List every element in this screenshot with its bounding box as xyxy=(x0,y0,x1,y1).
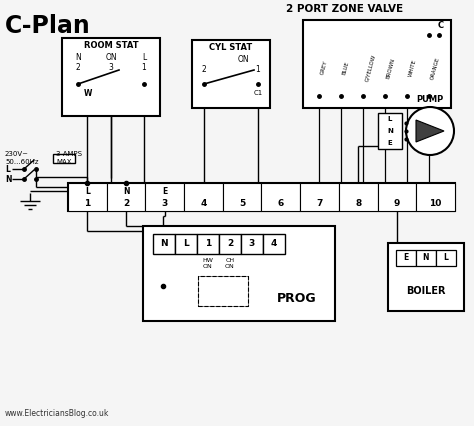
Bar xyxy=(303,20,451,108)
Text: E: E xyxy=(388,140,392,146)
Bar xyxy=(68,183,107,211)
Bar xyxy=(378,183,416,211)
Bar xyxy=(388,243,464,311)
Bar xyxy=(300,183,339,211)
Text: L: L xyxy=(85,187,90,196)
Text: C-Plan: C-Plan xyxy=(5,14,91,38)
Text: 2: 2 xyxy=(201,66,206,75)
Text: G/YELLOW: G/YELLOW xyxy=(364,54,376,82)
Text: 6: 6 xyxy=(278,199,284,208)
Bar xyxy=(241,234,263,254)
Text: 2 PORT ZONE VALVE: 2 PORT ZONE VALVE xyxy=(286,4,403,14)
Bar xyxy=(62,38,160,116)
Text: N: N xyxy=(423,253,429,262)
Bar xyxy=(339,183,378,211)
Bar xyxy=(198,276,248,306)
Text: 10: 10 xyxy=(429,199,442,208)
Circle shape xyxy=(406,107,454,155)
Bar xyxy=(223,183,262,211)
Text: 2: 2 xyxy=(227,239,233,248)
Text: E: E xyxy=(403,253,409,262)
Text: N: N xyxy=(160,239,168,248)
Bar xyxy=(378,113,402,149)
Text: GREY: GREY xyxy=(320,60,328,76)
Text: L: L xyxy=(5,164,10,173)
Text: www.ElectriciansBlog.co.uk: www.ElectriciansBlog.co.uk xyxy=(5,409,109,418)
Text: BLUE: BLUE xyxy=(342,61,350,75)
Bar xyxy=(219,234,241,254)
Text: 3: 3 xyxy=(249,239,255,248)
Text: PUMP: PUMP xyxy=(416,95,444,104)
Text: 7: 7 xyxy=(316,199,323,208)
Bar xyxy=(416,250,436,266)
Text: ON: ON xyxy=(225,265,235,270)
Bar xyxy=(107,183,146,211)
Text: 4: 4 xyxy=(200,199,207,208)
Text: ON: ON xyxy=(237,55,249,64)
Bar xyxy=(416,183,455,211)
Text: 9: 9 xyxy=(394,199,400,208)
Text: L: L xyxy=(444,253,448,262)
Text: W: W xyxy=(84,89,92,98)
Bar xyxy=(146,183,184,211)
Text: 1: 1 xyxy=(255,66,260,75)
Bar xyxy=(153,234,175,254)
Text: L: L xyxy=(142,54,146,63)
Text: 2: 2 xyxy=(123,199,129,208)
Text: 1: 1 xyxy=(142,63,146,72)
Text: C1: C1 xyxy=(254,90,263,96)
Bar xyxy=(68,183,455,211)
Text: 1: 1 xyxy=(84,199,91,208)
Text: N: N xyxy=(75,54,81,63)
Text: ROOM STAT: ROOM STAT xyxy=(84,41,138,51)
Text: PROG: PROG xyxy=(277,293,317,305)
Text: CYL STAT: CYL STAT xyxy=(210,43,253,52)
Bar xyxy=(436,250,456,266)
Text: 5: 5 xyxy=(239,199,245,208)
Bar xyxy=(263,234,285,254)
Bar xyxy=(197,234,219,254)
Text: L: L xyxy=(183,239,189,248)
Text: WHITE: WHITE xyxy=(408,59,418,77)
Bar xyxy=(192,40,270,108)
Text: BOILER: BOILER xyxy=(406,286,446,296)
Bar xyxy=(143,226,335,321)
Text: N: N xyxy=(5,175,11,184)
Text: 4: 4 xyxy=(271,239,277,248)
Bar xyxy=(396,250,416,266)
Text: N: N xyxy=(123,187,129,196)
Text: 1: 1 xyxy=(205,239,211,248)
Polygon shape xyxy=(416,120,444,142)
Bar xyxy=(198,276,248,306)
Text: HW: HW xyxy=(202,257,213,262)
Text: 3 AMPS
MAX: 3 AMPS MAX xyxy=(56,152,82,164)
Bar xyxy=(262,183,300,211)
Text: 2: 2 xyxy=(76,63,81,72)
Text: 3: 3 xyxy=(162,199,168,208)
Text: ON: ON xyxy=(203,265,213,270)
Text: CH: CH xyxy=(226,257,235,262)
Text: L: L xyxy=(388,116,392,122)
Text: ON: ON xyxy=(105,54,117,63)
Bar xyxy=(53,154,75,163)
Text: N: N xyxy=(387,128,393,134)
Text: ORANGE: ORANGE xyxy=(430,56,441,80)
Text: 8: 8 xyxy=(355,199,361,208)
Text: E: E xyxy=(162,187,167,196)
Bar xyxy=(175,234,197,254)
Text: BROWN: BROWN xyxy=(386,57,396,79)
Text: C: C xyxy=(438,21,444,31)
Text: 230V~
50...60Hz: 230V~ 50...60Hz xyxy=(5,152,38,164)
Bar xyxy=(184,183,223,211)
Text: 3: 3 xyxy=(109,63,113,72)
